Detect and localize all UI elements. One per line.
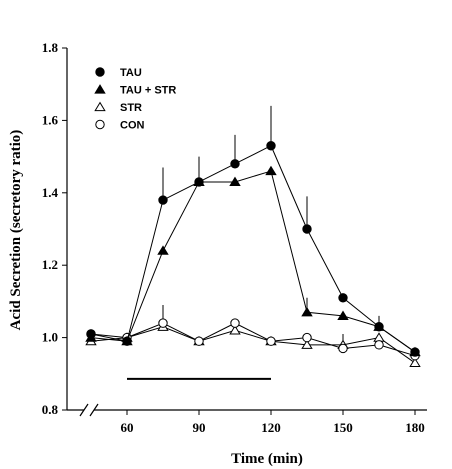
- series-layer: [85, 105, 421, 368]
- data-point: [373, 332, 385, 342]
- series-con: [86, 305, 420, 361]
- data-point: [229, 176, 241, 187]
- x-tick-label: 60: [121, 420, 134, 435]
- data-point: [194, 336, 204, 346]
- y-tick-label: 1.8: [42, 40, 59, 55]
- y-tick-label: 1.2: [42, 257, 58, 272]
- x-tick-label: 180: [405, 420, 425, 435]
- data-point: [409, 357, 421, 368]
- y-tick-label: 1.6: [42, 112, 59, 127]
- series-tau-str: [85, 165, 421, 357]
- data-point: [229, 325, 241, 335]
- data-point: [374, 340, 384, 350]
- series-line: [90, 145, 416, 353]
- x-axis-title: Time (min): [231, 451, 303, 467]
- data-point: [122, 336, 132, 346]
- data-point: [157, 245, 169, 255]
- data-point: [302, 332, 312, 343]
- x-tick-label: 120: [261, 420, 281, 435]
- data-point: [158, 195, 168, 205]
- data-point: [337, 310, 349, 320]
- data-point: [410, 347, 420, 357]
- data-point: [301, 339, 313, 349]
- y-tick-label: 1.4: [42, 185, 59, 200]
- series-line: [90, 326, 416, 364]
- y-tick-label: 1.0: [42, 330, 58, 345]
- data-point: [86, 329, 96, 339]
- data-point: [266, 141, 276, 151]
- data-point: [194, 177, 204, 187]
- series-line: [90, 322, 416, 357]
- data-point: [302, 224, 312, 234]
- series-str: [85, 321, 421, 368]
- axes: [66, 48, 427, 417]
- legend-label: CON: [120, 120, 145, 132]
- legend: TAU TAU + STR STR CON: [94, 67, 176, 132]
- data-point: [265, 165, 277, 176]
- data-point: [158, 318, 168, 328]
- data-point: [338, 293, 348, 303]
- legend-marker: [95, 67, 105, 77]
- legend-label: TAU: [120, 67, 142, 79]
- data-point: [374, 322, 384, 332]
- legend-marker: [95, 119, 105, 130]
- legend-label: TAU + STR: [120, 85, 176, 97]
- series-tau: [86, 105, 420, 357]
- legend-label: STR: [120, 102, 142, 114]
- data-point: [230, 318, 240, 328]
- axis-ticks: 0.8 1.0 1.2 1.4 1.6 1.8 60 90 120 150 180: [42, 40, 425, 435]
- legend-marker: [94, 84, 106, 94]
- x-tick-label: 150: [333, 420, 353, 435]
- y-axis-title: Acid Secretion (secretory ratio): [8, 130, 24, 331]
- data-point: [230, 159, 240, 169]
- data-point: [266, 336, 276, 346]
- axis-break-mark: [89, 403, 99, 417]
- axis-break-mark: [79, 403, 89, 417]
- data-point: [338, 343, 348, 354]
- y-tick-label: 0.8: [42, 402, 59, 417]
- legend-marker: [94, 101, 106, 112]
- data-point: [301, 306, 313, 317]
- x-tick-label: 90: [193, 420, 206, 435]
- series-line: [90, 170, 416, 353]
